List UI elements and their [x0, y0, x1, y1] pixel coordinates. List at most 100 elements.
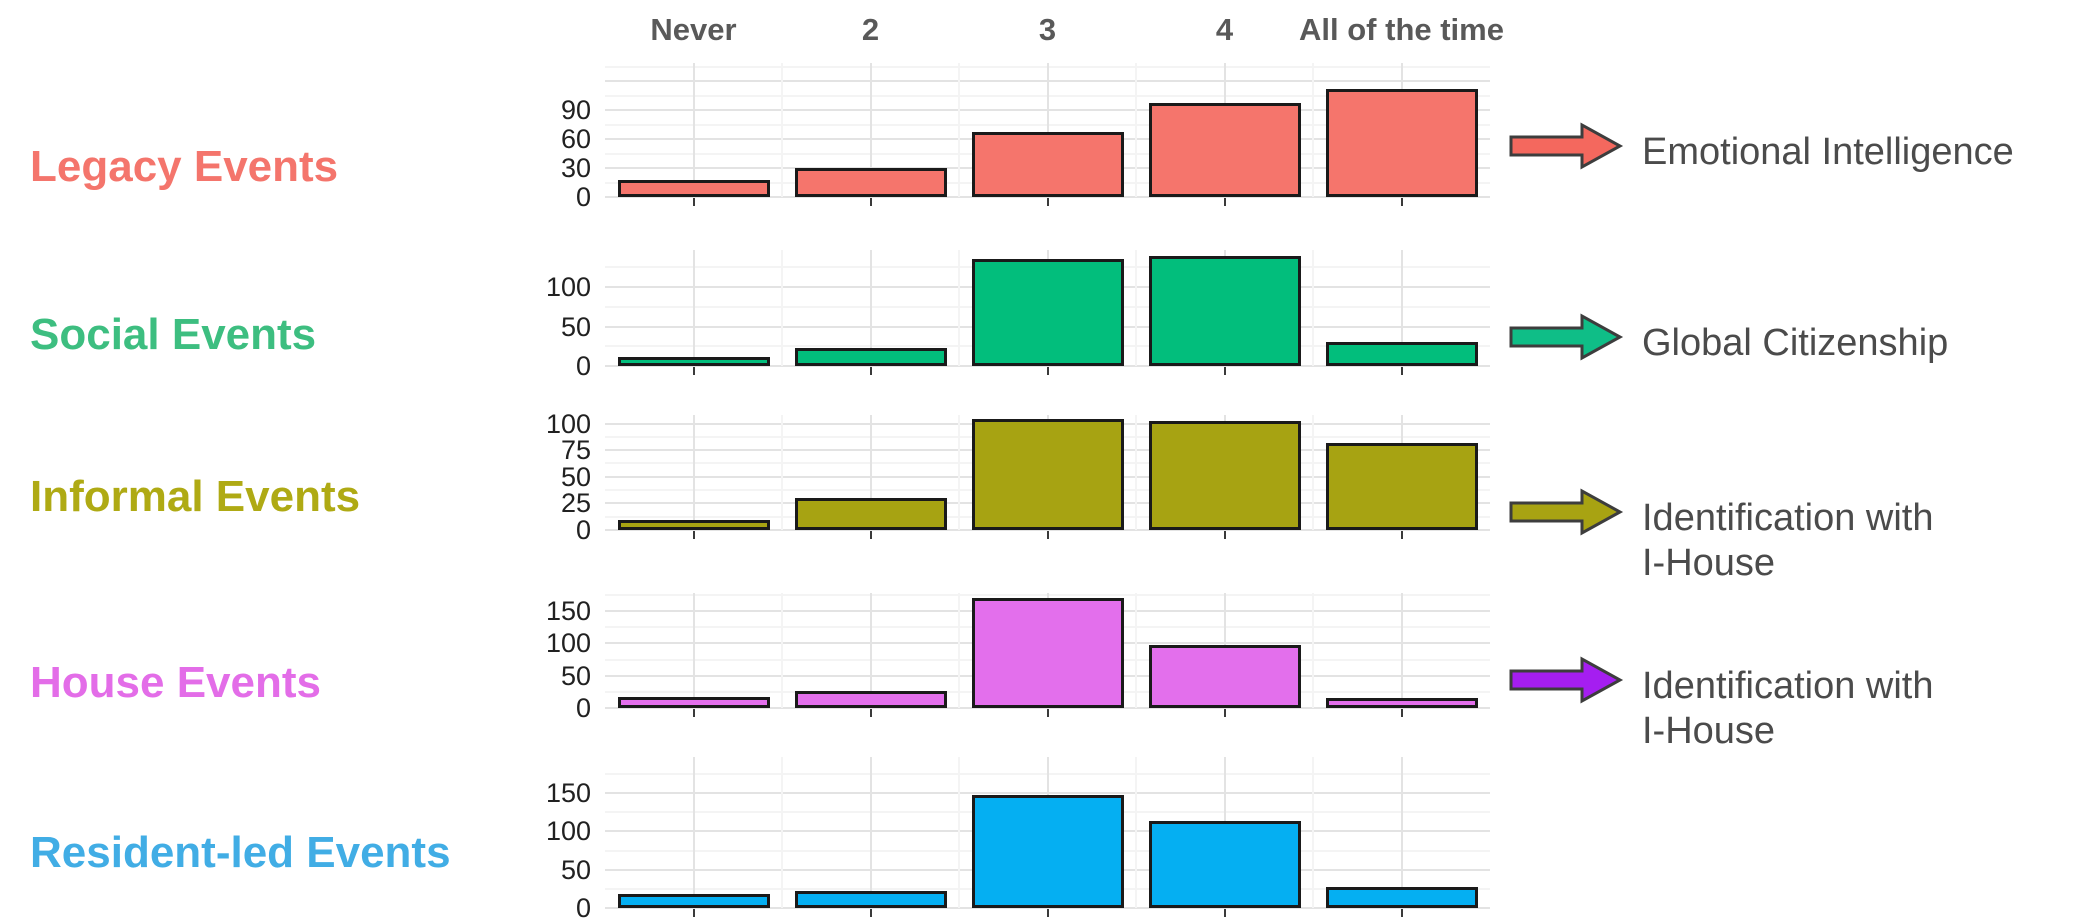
gridline: [692, 63, 695, 197]
gridline: [958, 63, 960, 197]
legend-arrow-icon: [1509, 122, 1624, 170]
gridline: [869, 757, 872, 908]
bar: [617, 894, 770, 908]
legend-arrow-icon: [1509, 313, 1624, 361]
bar: [1148, 821, 1301, 908]
gridline: [605, 707, 1490, 709]
legend-label-line: I-House: [1642, 542, 1776, 584]
x-axis-tick: [869, 367, 872, 375]
legend-arrow-icon: [1509, 488, 1624, 536]
y-tick-label: 75: [560, 435, 591, 466]
y-tick-label: 25: [560, 488, 591, 519]
bar: [1325, 442, 1478, 530]
y-tick-label: 50: [560, 854, 591, 885]
gridline: [1135, 757, 1137, 908]
bar: [794, 690, 947, 708]
facet-label: Legacy Events: [30, 142, 339, 191]
x-axis-tick: [1223, 909, 1226, 917]
y-tick-label: 100: [545, 272, 591, 303]
x-axis-tick: [1223, 198, 1226, 206]
y-tick-label: 50: [560, 461, 591, 492]
legend-label-line: Emotional Intelligence: [1642, 131, 2014, 173]
x-axis-tick: [692, 709, 695, 717]
gridline: [1312, 757, 1314, 908]
bar: [1325, 698, 1478, 708]
bar: [1325, 341, 1478, 366]
gridline: [1135, 415, 1137, 530]
bar: [794, 168, 947, 197]
bar: [617, 357, 770, 366]
gridline: [1312, 415, 1314, 530]
bar: [794, 347, 947, 366]
x-axis-tick: [869, 709, 872, 717]
gridline: [1312, 593, 1314, 708]
gridline: [958, 250, 960, 366]
gridline: [605, 907, 1490, 909]
category-header: Never: [650, 12, 737, 47]
bar: [971, 132, 1124, 197]
bar: [794, 891, 947, 908]
bar: [794, 498, 947, 530]
gridline: [1046, 63, 1049, 197]
legend-label: Identification with I-House: [1642, 496, 1934, 586]
x-axis-tick: [1223, 531, 1226, 539]
x-axis-tick: [869, 531, 872, 539]
y-tick-label: 100: [545, 816, 591, 847]
gridline: [692, 415, 695, 530]
gridline: [869, 250, 872, 366]
gridline: [781, 593, 783, 708]
facet-label: Informal Events: [30, 472, 361, 521]
y-tick-label: 50: [560, 660, 591, 691]
legend-label: Identification with I-House: [1642, 664, 1934, 754]
y-tick-label: 30: [560, 153, 591, 184]
x-axis-tick: [1400, 909, 1403, 917]
x-axis-tick: [1046, 531, 1049, 539]
gridline: [605, 529, 1490, 531]
bar: [1148, 256, 1301, 366]
y-tick-label: 0: [575, 693, 591, 723]
x-axis-tick: [692, 198, 695, 206]
x-axis-tick: [1223, 709, 1226, 717]
gridline: [869, 63, 872, 197]
y-tick-label: 100: [545, 628, 591, 659]
gridline: [605, 365, 1490, 367]
x-axis-tick: [1046, 709, 1049, 717]
gridline: [781, 757, 783, 908]
gridline: [958, 757, 960, 908]
gridline: [1400, 593, 1403, 708]
y-tick-label: 50: [560, 311, 591, 342]
gridline: [781, 415, 783, 530]
bar: [617, 697, 770, 708]
x-axis-tick: [1400, 367, 1403, 375]
x-axis-tick: [1046, 909, 1049, 917]
x-axis-tick: [1400, 198, 1403, 206]
legend-label-line: Global Citizenship: [1642, 322, 1949, 364]
x-axis-tick: [1046, 198, 1049, 206]
y-tick-label: 60: [560, 124, 591, 155]
gridline: [692, 757, 695, 908]
x-axis-tick: [692, 909, 695, 917]
bar: [971, 259, 1124, 366]
y-tick-label: 100: [545, 408, 591, 439]
gridline: [869, 415, 872, 530]
bar: [1148, 421, 1301, 530]
gridline: [781, 250, 783, 366]
facet-label: Resident-led Events: [30, 828, 451, 877]
y-tick-label: 0: [575, 515, 591, 545]
x-axis-tick: [1046, 367, 1049, 375]
gridline: [958, 593, 960, 708]
gridline: [1400, 250, 1403, 366]
bar: [617, 179, 770, 197]
facet-label: House Events: [30, 658, 321, 707]
gridline: [1135, 593, 1137, 708]
bar: [1148, 644, 1301, 708]
gridline: [692, 593, 695, 708]
legend-label-line: Identification with: [1642, 665, 1934, 707]
y-tick-label: 150: [545, 778, 591, 809]
gridline: [869, 593, 872, 708]
legend-label: Global Citizenship: [1642, 321, 1948, 366]
category-header: All of the time: [1299, 12, 1504, 47]
legend-arrow-icon: [1509, 656, 1624, 704]
gridline: [605, 196, 1490, 198]
bar: [1325, 886, 1478, 908]
